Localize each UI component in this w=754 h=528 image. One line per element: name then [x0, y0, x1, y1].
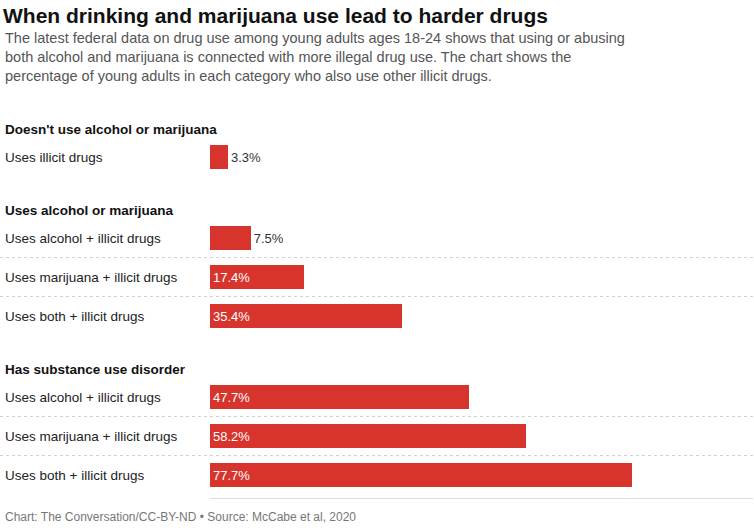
svg-text:Uses both + illicit drugs: Uses both + illicit drugs: [5, 468, 144, 483]
svg-text:7.5%: 7.5%: [254, 231, 284, 246]
svg-text:Uses alcohol or marijuana: Uses alcohol or marijuana: [5, 203, 174, 218]
svg-text:17.4%: 17.4%: [213, 270, 250, 285]
svg-text:Uses alcohol + illicit drugs: Uses alcohol + illicit drugs: [5, 231, 161, 246]
svg-text:3.3%: 3.3%: [231, 150, 261, 165]
svg-text:Uses alcohol + illicit drugs: Uses alcohol + illicit drugs: [5, 390, 161, 405]
svg-text:Doesn't use alcohol or marijua: Doesn't use alcohol or marijuana: [5, 122, 217, 137]
svg-text:Chart: The Conversation/CC-BY-: Chart: The Conversation/CC-BY-ND • Sourc…: [5, 510, 356, 524]
svg-text:Uses both + illicit drugs: Uses both + illicit drugs: [5, 309, 144, 324]
svg-text:Uses marijuana + illicit drugs: Uses marijuana + illicit drugs: [5, 429, 177, 444]
svg-text:The latest federal data on dru: The latest federal data on drug use amon…: [5, 30, 625, 84]
svg-text:Has substance use disorder: Has substance use disorder: [5, 362, 186, 377]
svg-text:77.7%: 77.7%: [213, 468, 250, 483]
svg-text:35.4%: 35.4%: [213, 309, 250, 324]
svg-text:Uses illicit drugs: Uses illicit drugs: [5, 150, 103, 165]
svg-text:Uses marijuana + illicit drugs: Uses marijuana + illicit drugs: [5, 270, 177, 285]
svg-text:58.2%: 58.2%: [213, 429, 250, 444]
svg-text:When drinking and marijuana us: When drinking and marijuana use lead to …: [3, 4, 548, 27]
svg-text:47.7%: 47.7%: [213, 390, 250, 405]
